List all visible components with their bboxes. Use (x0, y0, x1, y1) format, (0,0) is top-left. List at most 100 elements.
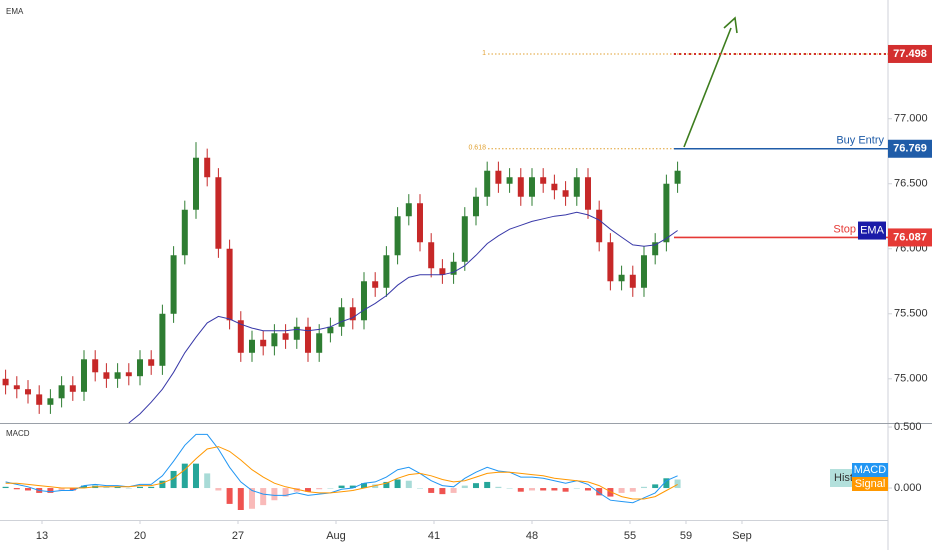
candles (2, 142, 681, 414)
candle-body (215, 177, 222, 249)
candle-body (293, 326, 300, 340)
histogram-bar (215, 488, 222, 491)
candle-body (148, 359, 155, 366)
histogram-bar (528, 488, 535, 491)
histogram-bar (136, 486, 143, 489)
histogram-bar (47, 488, 54, 493)
arrow-shaft (683, 27, 732, 148)
histogram-bar (372, 484, 379, 489)
histogram-bar (540, 488, 547, 491)
price-box (888, 44, 932, 63)
histogram-bar (237, 488, 244, 510)
candle-body (58, 385, 65, 399)
histogram-bar (204, 473, 211, 489)
ema-badge-label: EMA (860, 224, 885, 236)
histogram-bar (226, 488, 233, 504)
candle-body (338, 307, 345, 327)
histogram-bar (58, 488, 65, 491)
candle-body (461, 216, 468, 262)
price-box-label: 76.769 (893, 143, 927, 155)
histogram-bar (405, 480, 412, 489)
y-tick-label: 76.500 (894, 178, 928, 190)
candle-body (327, 326, 334, 334)
x-tick-label: 20 (134, 530, 146, 542)
candle-body (92, 359, 99, 373)
histogram-bar (551, 488, 558, 491)
candle-body (439, 268, 446, 275)
candle-body (383, 255, 390, 288)
candle-body (103, 372, 110, 379)
histogram-bar (360, 483, 367, 489)
histogram-bar (584, 488, 591, 491)
pane-label: MACD (6, 429, 30, 438)
candle-body (674, 170, 681, 184)
histogram-bar (472, 483, 479, 489)
level-label: Stop (833, 223, 856, 235)
arrow-head (723, 16, 738, 34)
price-box (888, 139, 932, 158)
candle-body (663, 183, 670, 243)
candle-body (170, 255, 177, 314)
candle-body (405, 203, 412, 217)
candle-body (450, 261, 457, 275)
ema-line (128, 211, 678, 424)
candle-body (204, 157, 211, 178)
histogram-bar (304, 488, 311, 492)
candle-body (80, 359, 87, 392)
histogram-bar (125, 488, 132, 489)
level-label: Buy Entry (836, 135, 884, 147)
histogram-bar (439, 488, 446, 495)
histogram-bar (293, 488, 300, 492)
ema-badge (858, 221, 886, 240)
histogram-bar (652, 484, 659, 489)
candle-body (428, 242, 435, 269)
histogram-bar (260, 488, 267, 506)
candle-body (316, 333, 323, 353)
histogram-bar (562, 488, 569, 492)
histogram-bar (159, 480, 166, 489)
histogram-bar (349, 485, 356, 489)
candle-body (192, 157, 199, 210)
histogram-bar (596, 488, 603, 496)
candle-body (506, 177, 513, 184)
candle-body (584, 177, 591, 210)
histogram-bar (192, 463, 199, 489)
candle-body (517, 177, 524, 197)
candle-body (394, 216, 401, 256)
fib-label: 1 (482, 50, 486, 57)
histogram-bar (517, 488, 524, 492)
y-tick-label: 75.500 (894, 308, 928, 320)
candle-body (551, 183, 558, 191)
candle-body (562, 190, 569, 197)
candle-body (136, 359, 143, 377)
histogram-bar (640, 486, 647, 489)
x-tick-label: Aug (326, 530, 346, 542)
histogram-bar (674, 479, 681, 489)
candle-body (304, 326, 311, 353)
candle-body (69, 385, 76, 392)
candle-body (596, 209, 603, 243)
y-tick-label: 0.000 (894, 482, 922, 494)
histogram-bar (495, 486, 502, 489)
histogram-bar (573, 488, 580, 489)
candle-body (47, 398, 54, 405)
histogram-bar (69, 488, 76, 491)
candle-body (159, 313, 166, 366)
macd-line (5, 446, 678, 500)
histogram-bar (181, 463, 188, 489)
histogram-bar (663, 478, 670, 489)
candle-body (226, 248, 233, 321)
histogram-bar (327, 488, 334, 489)
candle-body (271, 333, 278, 347)
histogram-bar (618, 488, 625, 493)
candle-body (640, 255, 647, 288)
candle-body (618, 274, 625, 282)
histogram-bar (103, 486, 110, 489)
price-box-label: 77.498 (893, 48, 927, 60)
histogram-bar (24, 488, 31, 491)
candle-body (248, 339, 255, 353)
x-tick-label: Sep (732, 530, 752, 542)
histogram-bar (80, 485, 87, 489)
legend-box (852, 463, 888, 477)
